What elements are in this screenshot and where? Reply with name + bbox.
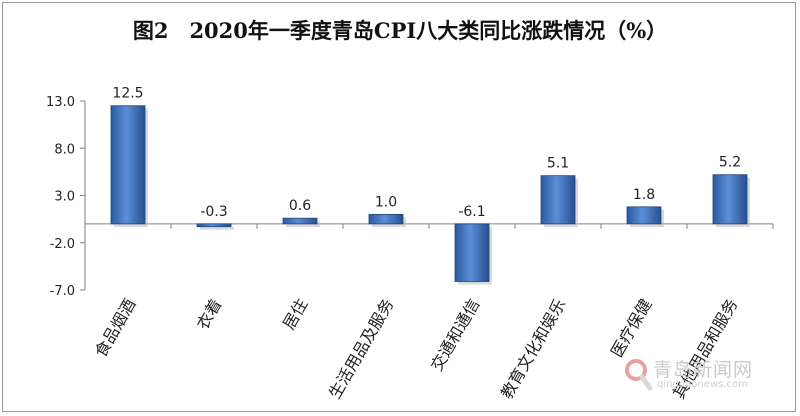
y-tick-label: -2.0 <box>50 237 75 252</box>
data-label: 0.6 <box>289 198 311 214</box>
data-label: 1.8 <box>633 187 655 203</box>
category-label: 食品烟酒 <box>91 296 139 361</box>
category-label: 居住 <box>279 296 311 333</box>
watermark: 青岛新闻网 qingdaonews.com <box>623 355 773 397</box>
chart-frame: 图2 2020年一季度青岛CPI八大类同比涨跌情况（%） 13.0 8.0 3.0 -… <box>2 2 796 412</box>
data-label: 12.5 <box>112 86 143 102</box>
bar <box>712 174 748 225</box>
category-label: 医疗保健 <box>607 296 655 361</box>
data-label: -6.1 <box>458 204 485 220</box>
bar <box>626 206 662 225</box>
y-tick-label: -7.0 <box>50 284 75 299</box>
axes: 13.0 8.0 3.0 -2.0 -7.0 <box>46 95 774 299</box>
data-label: 5.2 <box>719 155 741 171</box>
category-label: 交通和通信 <box>427 296 483 375</box>
bar <box>368 213 404 225</box>
magnifier-logo-icon <box>625 359 653 391</box>
bar <box>110 105 146 225</box>
y-tick-label: 13.0 <box>46 95 75 110</box>
watermark-url: qingdaonews.com <box>657 379 748 390</box>
bar <box>454 223 490 282</box>
bar-chart: 13.0 8.0 3.0 -2.0 -7.0 12.5 食品烟酒 -0.3 衣着 0.6 居住 1.… <box>46 86 774 403</box>
bar <box>540 175 576 225</box>
y-tick-label: 8.0 <box>54 142 75 157</box>
data-label: 5.1 <box>547 156 569 172</box>
bar-shadow <box>200 226 234 230</box>
chart-title: 图2 2020年一季度青岛CPI八大类同比涨跌情况（%） <box>132 18 668 43</box>
category-label: 生活用品及服务 <box>325 296 397 403</box>
category-label: 衣着 <box>193 296 225 333</box>
data-label: -0.3 <box>200 204 227 220</box>
y-tick-label: 3.0 <box>54 190 75 205</box>
category-label: 教育文化和娱乐 <box>497 296 569 403</box>
bars <box>110 105 750 285</box>
data-label: 1.0 <box>375 194 397 210</box>
watermark-name: 青岛新闻网 <box>653 359 754 381</box>
bar <box>196 223 232 228</box>
bar <box>282 217 318 225</box>
